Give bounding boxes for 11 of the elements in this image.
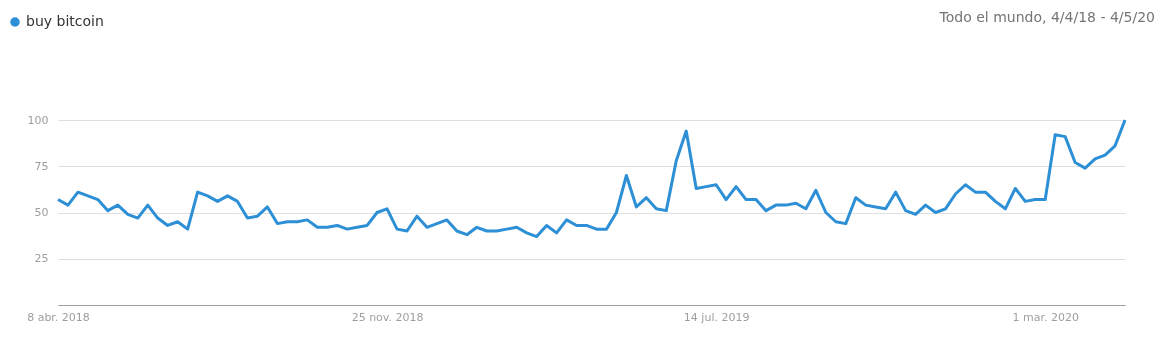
y-tick-label: 100 bbox=[27, 113, 49, 127]
y-tick-label: 50 bbox=[34, 206, 49, 219]
x-tick-label: 25 nov. 2018 bbox=[351, 310, 424, 324]
legend-label: buy bitcoin bbox=[26, 13, 104, 29]
x-tick-label: 1 mar. 2020 bbox=[1012, 310, 1079, 324]
y-tick-label: 75 bbox=[34, 159, 49, 173]
x-tick-label: 14 jul. 2019 bbox=[683, 310, 750, 324]
x-tick-label: 8 abr. 2018 bbox=[27, 310, 90, 324]
y-tick-label: 25 bbox=[34, 252, 49, 266]
line-series bbox=[56, 118, 1127, 239]
text: Todo el mundo, 4/4/18 - 4/5/20 bbox=[938, 9, 1155, 25]
